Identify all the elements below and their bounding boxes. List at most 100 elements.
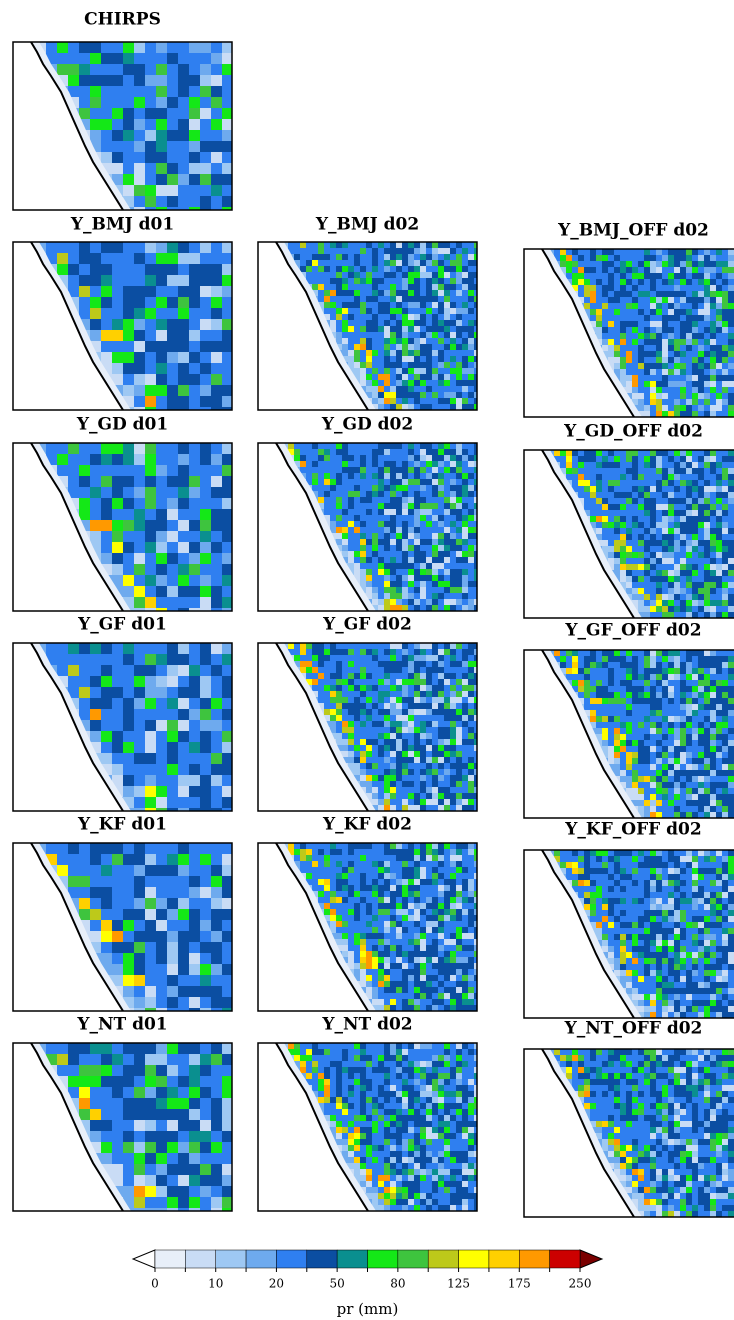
map-cell bbox=[112, 97, 123, 108]
map-cell bbox=[366, 266, 372, 272]
map-cell bbox=[112, 86, 123, 97]
map-cell bbox=[686, 309, 692, 315]
map-cell bbox=[200, 608, 211, 619]
map-cell bbox=[584, 285, 590, 291]
map-cell bbox=[704, 498, 710, 504]
map-cell bbox=[644, 309, 650, 315]
map-cell bbox=[450, 362, 456, 368]
map-cell bbox=[324, 467, 330, 473]
map-cell bbox=[456, 679, 462, 685]
map-cell bbox=[79, 108, 90, 119]
map-cell bbox=[167, 608, 178, 619]
map-cell bbox=[360, 539, 366, 545]
map-cell bbox=[602, 333, 608, 339]
map-cell bbox=[167, 564, 178, 575]
map-cell bbox=[632, 588, 638, 594]
map-cell bbox=[408, 374, 414, 380]
map-cell bbox=[662, 588, 668, 594]
map-cell bbox=[680, 588, 686, 594]
map-cell bbox=[189, 130, 200, 141]
map-cell bbox=[178, 97, 189, 108]
map-cell bbox=[692, 576, 698, 582]
map-cell bbox=[698, 303, 704, 309]
map-cell bbox=[710, 474, 716, 480]
map-cell bbox=[366, 290, 372, 296]
map-cell bbox=[468, 485, 474, 491]
map-cell bbox=[572, 462, 578, 468]
map-cell bbox=[450, 380, 456, 386]
map-cell bbox=[57, 42, 68, 53]
map-cell bbox=[662, 594, 668, 600]
map-cell bbox=[123, 665, 134, 676]
map-cell bbox=[384, 655, 390, 661]
map-cell bbox=[414, 449, 420, 455]
map-cell bbox=[402, 703, 408, 709]
map-cell bbox=[438, 248, 444, 254]
map-cell bbox=[378, 479, 384, 485]
map-cell bbox=[420, 521, 426, 527]
map-cell bbox=[710, 570, 716, 576]
map-cell bbox=[378, 655, 384, 661]
map-cell bbox=[704, 321, 710, 327]
map-cell bbox=[112, 163, 123, 174]
map-cell bbox=[656, 582, 662, 588]
map-cell bbox=[728, 285, 734, 291]
map-cell bbox=[674, 387, 680, 393]
map-cell bbox=[590, 462, 596, 468]
map-cell bbox=[300, 661, 306, 667]
map-cell bbox=[674, 516, 680, 522]
map-cell bbox=[650, 303, 656, 309]
map-cell bbox=[462, 260, 468, 266]
map-cell bbox=[189, 654, 200, 665]
map-cell bbox=[372, 521, 378, 527]
map-cell bbox=[668, 387, 674, 393]
map-cell bbox=[348, 509, 354, 515]
map-cell bbox=[156, 363, 167, 374]
map-cell bbox=[178, 720, 189, 731]
map-cell bbox=[294, 655, 300, 661]
map-cell bbox=[360, 685, 366, 691]
map-cell bbox=[123, 86, 134, 97]
map-cell bbox=[211, 742, 222, 753]
map-cell bbox=[716, 450, 722, 456]
map-cell bbox=[101, 275, 112, 286]
map-cell bbox=[211, 797, 222, 808]
map-cell bbox=[444, 260, 450, 266]
map-cell bbox=[444, 691, 450, 697]
map-cell bbox=[426, 649, 432, 655]
map-cell bbox=[211, 130, 222, 141]
map-cell bbox=[360, 509, 366, 515]
map-cell bbox=[608, 327, 614, 333]
map-cell bbox=[167, 709, 178, 720]
map-cell bbox=[408, 661, 414, 667]
map-cell bbox=[674, 540, 680, 546]
map-cell bbox=[468, 539, 474, 545]
map-cell bbox=[211, 119, 222, 130]
map-cell bbox=[644, 279, 650, 285]
map-cell bbox=[211, 207, 222, 218]
map-cell bbox=[408, 485, 414, 491]
map-cell bbox=[704, 510, 710, 516]
map-cell bbox=[710, 486, 716, 492]
map-cell bbox=[178, 531, 189, 542]
map-cell bbox=[390, 392, 396, 398]
map-cell bbox=[408, 581, 414, 587]
map-cell bbox=[710, 315, 716, 321]
map-cell bbox=[318, 485, 324, 491]
map-cell bbox=[354, 533, 360, 539]
map-cell bbox=[330, 248, 336, 254]
map-cell bbox=[123, 487, 134, 498]
map-cell bbox=[578, 462, 584, 468]
map-cell bbox=[145, 330, 156, 341]
map-cell bbox=[414, 479, 420, 485]
map-cell bbox=[438, 649, 444, 655]
map-cell bbox=[342, 643, 348, 649]
map-cell bbox=[378, 455, 384, 461]
map-cell bbox=[342, 515, 348, 521]
map-cell bbox=[312, 655, 318, 661]
map-cell bbox=[692, 375, 698, 381]
map-cell bbox=[300, 242, 306, 248]
map-cell bbox=[698, 345, 704, 351]
map-cell bbox=[668, 594, 674, 600]
map-cell bbox=[189, 330, 200, 341]
